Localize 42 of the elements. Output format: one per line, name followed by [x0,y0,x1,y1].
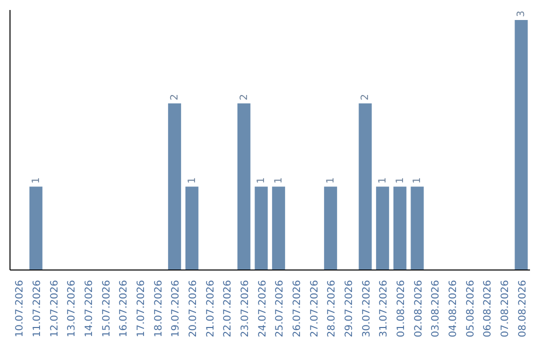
data-label: 1 [30,177,42,184]
data-label: 1 [326,177,337,184]
data-label: 1 [274,177,285,184]
data-label: 1 [412,177,424,184]
x-tick-label: 16.07.2026 [118,280,130,338]
x-tick-label: 19.07.2026 [170,280,182,338]
x-tick-label: 26.07.2026 [292,280,303,338]
x-tick-label: 22.07.2026 [222,280,234,338]
x-tick-label: 15.07.2026 [101,280,112,338]
x-tick-label: 29.07.2026 [344,280,355,338]
data-label: 1 [186,177,198,184]
x-tick-label: 08.08.2026 [517,280,528,338]
x-tick-label: 30.07.2026 [361,280,372,338]
data-label: 1 [256,177,268,184]
x-tick-label: 10.07.2026 [14,280,26,338]
x-tick-label: 31.07.2026 [378,280,390,338]
x-tick-label: 21.07.2026 [205,280,216,338]
x-tick-label: 05.08.2026 [465,280,476,338]
x-tick-label: 23.07.2026 [240,280,251,338]
x-tick-label: 20.07.2026 [188,280,199,338]
x-tick-label: 28.07.2026 [326,280,338,338]
x-tick-label: 13.07.2026 [66,280,78,338]
x-tick-label: 01.08.2026 [396,280,407,338]
x-tick-label: 12.07.2026 [49,280,60,338]
x-tick-label: 02.08.2026 [413,280,424,338]
data-label: 2 [360,94,372,100]
x-tick-label: 18.07.2026 [153,280,164,338]
data-label: 1 [394,177,406,184]
x-tick-label: 25.07.2026 [274,280,286,338]
data-label: 1 [378,177,389,184]
data-label: 3 [516,10,528,17]
x-tick-label: 14.07.2026 [84,280,95,338]
x-tick-label: 06.08.2026 [482,280,494,338]
data-label: 2 [170,94,181,100]
x-tick-label: 04.08.2026 [448,280,459,338]
x-tick-label: 27.07.2026 [309,280,320,338]
x-tick-label: 11.07.2026 [32,280,43,338]
x-tick-label: 17.07.2026 [136,280,147,338]
x-tick-label: 03.08.2026 [430,280,442,338]
x-tick-label: 24.07.2026 [257,280,268,338]
x-tick-label: 07.08.2026 [500,280,511,338]
data-label: 2 [238,94,250,100]
